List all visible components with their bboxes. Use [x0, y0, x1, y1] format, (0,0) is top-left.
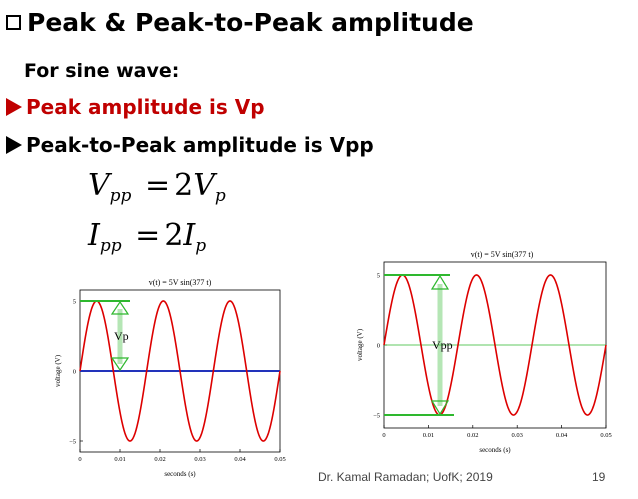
- eq-i-lhs-sub: pp: [99, 236, 122, 256]
- sine-wave: [383, 274, 607, 416]
- chart-peak-to-peak-amplitude: v(t) = 5V sin(377 t) 0 0.01 0.02 0.03 0.04 0.…: [356, 250, 612, 454]
- eq-i-op: =: [135, 218, 161, 253]
- bullet-peak: Peak amplitude is Vp: [6, 95, 265, 119]
- y-tick-label: 5: [377, 273, 380, 280]
- x-tick-label: 0.01: [114, 456, 125, 463]
- chart-title: v(t) = 5V sin(377 t): [471, 250, 534, 259]
- tick-group: 0 0.01 0.02 0.03 0.04 0.05 5 0 −5: [69, 299, 286, 464]
- x-tick-label: 0.04: [234, 456, 246, 463]
- eq-v-op: =: [144, 168, 171, 203]
- eq-i-rhs: I: [183, 218, 196, 253]
- page-number: 19: [592, 470, 606, 484]
- x-tick-label: 0.03: [194, 456, 205, 463]
- eq-v-rhs-sub: p: [214, 186, 226, 206]
- subtitle: For sine wave:: [24, 60, 180, 82]
- eq-i-lhs: I: [88, 218, 100, 253]
- x-tick-label: 0.02: [467, 432, 478, 439]
- x-tick-label: 0.03: [512, 432, 523, 439]
- y-tick-label: 0: [377, 343, 380, 350]
- chart-peak-amplitude: v(t) = 5V sin(377 t) 0 0.01 0.02 0.03 0.04 0.…: [54, 278, 286, 478]
- vp-label: Vp: [114, 329, 129, 343]
- slide-title: Peak & Peak-to-Peak amplitude: [6, 8, 474, 37]
- bullet-peak-to-peak-text: Peak-to-Peak amplitude is Vpp: [26, 133, 374, 157]
- peak-arrow: [110, 300, 130, 372]
- x-tick-label: 0.04: [556, 432, 568, 439]
- slide-title-text: Peak & Peak-to-Peak amplitude: [27, 8, 474, 37]
- eq-v-coef: 2: [174, 168, 194, 203]
- y-axis-label: voltage (V): [356, 328, 364, 361]
- eq-i-rhs-sub: p: [195, 236, 207, 256]
- x-tick-label: 0.01: [423, 432, 434, 439]
- x-tick-label: 0.05: [274, 456, 285, 463]
- sine-wave: [79, 300, 281, 442]
- tick-group: 0 0.01 0.02 0.03 0.04 0.05 5 0 −5: [373, 273, 612, 440]
- eq-i-coef: 2: [164, 218, 184, 253]
- x-axis-label: seconds (s): [164, 470, 196, 478]
- checkbox-icon: [6, 15, 21, 30]
- eq-v-lhs: V: [88, 168, 110, 203]
- x-axis-label: seconds (s): [479, 446, 511, 454]
- vpp-label: Vpp: [432, 338, 453, 352]
- peak-to-peak-arrow: [430, 274, 450, 416]
- y-tick-label: 0: [73, 369, 76, 376]
- equation-voltage: Vpp = 2Vp: [88, 168, 226, 206]
- eq-v-rhs: V: [193, 168, 215, 203]
- y-tick-label: −5: [69, 439, 76, 446]
- y-tick-label: 5: [73, 299, 76, 306]
- bullet-peak-text: Peak amplitude is Vp: [26, 95, 265, 119]
- y-axis-label: voltage (V): [54, 354, 62, 387]
- x-tick-label: 0.05: [600, 432, 611, 439]
- eq-v-lhs-sub: pp: [109, 186, 132, 206]
- y-tick-label: −5: [373, 413, 380, 420]
- x-tick-label: 0.02: [154, 456, 165, 463]
- x-tick-label: 0: [78, 456, 81, 463]
- chart-title: v(t) = 5V sin(377 t): [149, 278, 212, 287]
- x-tick-label: 0: [382, 432, 385, 439]
- arrow-right-icon: [6, 98, 22, 116]
- arrow-right-icon: [6, 136, 22, 154]
- bullet-peak-to-peak: Peak-to-Peak amplitude is Vpp: [6, 133, 374, 157]
- equation-current: Ipp = 2Ip: [88, 218, 206, 256]
- footer-credit: Dr. Kamal Ramadan; UofK; 2019: [318, 470, 493, 484]
